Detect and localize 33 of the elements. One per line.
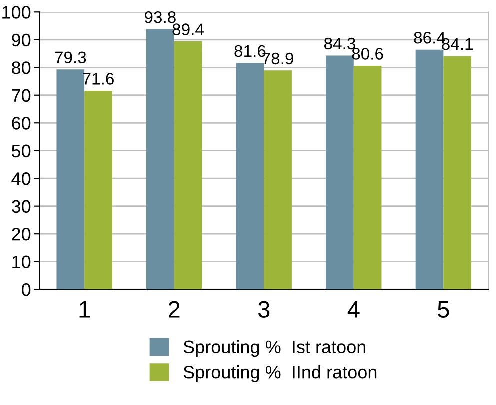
y-tick-label: 30 <box>12 200 31 214</box>
y-tick-label: 100 <box>2 6 31 19</box>
y-tick-label: 80 <box>12 62 31 74</box>
bar <box>416 50 444 290</box>
bar <box>264 70 292 290</box>
x-tick-label: 5 <box>438 302 450 318</box>
y-tick-label: 50 <box>12 144 31 158</box>
data-label: 84.3 <box>324 38 356 50</box>
legend-label: Sprouting % Ist ratoon <box>184 340 366 358</box>
y-tick-label: 70 <box>12 89 31 102</box>
legend-label: Sprouting % IInd ratoon <box>184 366 377 382</box>
data-label: 80.6 <box>352 48 384 60</box>
bar <box>146 29 174 290</box>
bar <box>174 42 202 290</box>
x-tick-label: 1 <box>80 302 90 318</box>
y-tick-label: 90 <box>12 34 31 47</box>
bar <box>56 70 85 290</box>
bar <box>444 56 472 290</box>
bar <box>326 56 354 290</box>
data-label: 93.8 <box>144 11 176 24</box>
bar <box>236 63 264 290</box>
bar <box>354 66 382 290</box>
x-tick-label: 4 <box>348 302 360 318</box>
y-tick-label: 0 <box>22 284 31 296</box>
data-label: 79.3 <box>55 52 86 64</box>
x-tick-label: 2 <box>168 301 180 318</box>
y-tick-label: 10 <box>12 256 31 269</box>
x-tick-label: 3 <box>258 301 270 318</box>
y-tick-label: 60 <box>12 117 31 130</box>
y-tick-label: 40 <box>12 172 31 186</box>
bar <box>84 90 112 290</box>
data-label: 89.4 <box>172 24 204 36</box>
y-tick-label: 20 <box>12 228 31 241</box>
